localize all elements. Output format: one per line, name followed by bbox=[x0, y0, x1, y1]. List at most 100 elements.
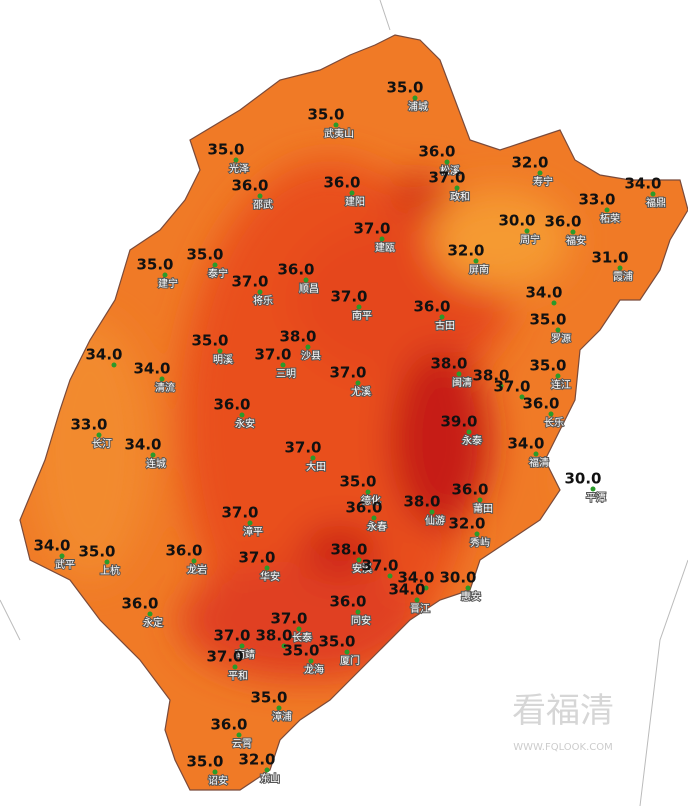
station-value: 36.0 bbox=[418, 143, 455, 161]
station-dot bbox=[548, 411, 554, 417]
station-dot bbox=[590, 486, 596, 492]
station-value: 36.0 bbox=[329, 593, 366, 611]
station-value: 36.0 bbox=[213, 396, 250, 414]
station-value: 36.0 bbox=[522, 395, 559, 413]
station-value: 36.0 bbox=[413, 298, 450, 316]
station-dot bbox=[473, 258, 479, 264]
station-name: 松溪 bbox=[440, 164, 460, 177]
station-dot bbox=[296, 626, 302, 632]
station-value: 36.0 bbox=[323, 174, 360, 192]
station-dot bbox=[387, 573, 393, 579]
station-value: 35.0 bbox=[529, 311, 566, 329]
station-dot bbox=[257, 193, 263, 199]
station-dot bbox=[264, 767, 270, 773]
stations: 浦城 35.0 武夷山 35.0 松溪 36.0 政和 37.0 寿宁 32.0 柘荣 33.0 福鼎 3… bbox=[33, 79, 667, 789]
station-value: 35.0 bbox=[307, 106, 344, 124]
station-value: 34.0 bbox=[397, 569, 434, 587]
station-dot bbox=[59, 553, 65, 559]
station-name: 泰宁 bbox=[208, 267, 228, 280]
station-dot bbox=[519, 394, 525, 400]
station-value: 38.0 bbox=[430, 355, 467, 373]
station-name: 惠安 bbox=[461, 590, 481, 603]
station-name: 上杭 bbox=[100, 564, 120, 577]
station-dot bbox=[212, 769, 218, 775]
station-dot bbox=[217, 348, 223, 354]
station-name: 寿宁 bbox=[533, 175, 553, 188]
station-value: 37.0 bbox=[270, 610, 307, 628]
station-dot bbox=[147, 611, 153, 617]
station-name: 永泰 bbox=[462, 434, 482, 447]
station-value: 32.0 bbox=[238, 751, 275, 769]
station-dot bbox=[414, 597, 420, 603]
station-value: 35.0 bbox=[250, 689, 287, 707]
station-name: 清流 bbox=[155, 381, 175, 394]
station-name: 沙县 bbox=[301, 350, 321, 362]
station-dot bbox=[111, 362, 117, 368]
station-name: 光泽 bbox=[229, 162, 249, 175]
station-name: 永春 bbox=[367, 520, 387, 533]
station-dot bbox=[465, 585, 471, 591]
station-value: 32.0 bbox=[511, 154, 548, 172]
station-name: 邵武 bbox=[253, 198, 273, 211]
station-value: 36.0 bbox=[277, 261, 314, 279]
station-name: 南靖 bbox=[235, 648, 255, 661]
station-name: 武平 bbox=[55, 558, 75, 571]
station-name: 尤溪 bbox=[351, 385, 371, 398]
station-name: 长泰 bbox=[292, 631, 312, 644]
station-value: 37.0 bbox=[329, 364, 366, 382]
station-dot bbox=[96, 432, 102, 438]
station-value: 35.0 bbox=[186, 753, 223, 771]
station-name: 晋江 bbox=[410, 603, 430, 615]
watermark-url: WWW.FQLOOK.COM bbox=[513, 742, 613, 753]
station-value: 34.0 bbox=[624, 175, 661, 193]
station-value: 30.0 bbox=[439, 569, 476, 587]
station-name: 福清 bbox=[529, 456, 549, 469]
station-value: 37.0 bbox=[428, 169, 465, 187]
station-value: 34.0 bbox=[33, 537, 70, 555]
station-dot bbox=[355, 380, 361, 386]
station-name: 浦城 bbox=[408, 100, 428, 113]
station-dot bbox=[555, 373, 561, 379]
station-name: 长乐 bbox=[544, 417, 564, 429]
station-value: 37.0 bbox=[493, 378, 530, 396]
station-name: 明溪 bbox=[213, 354, 233, 366]
station-value: 34.0 bbox=[85, 346, 122, 364]
station-name: 安溪 bbox=[352, 562, 372, 575]
station-dot bbox=[239, 412, 245, 418]
station-dot bbox=[150, 452, 156, 458]
station-name: 大田 bbox=[306, 460, 326, 473]
station-name: 漳浦 bbox=[272, 710, 292, 723]
station-dot bbox=[247, 520, 253, 526]
station-value: 35.0 bbox=[318, 633, 355, 651]
station-value: 39.0 bbox=[440, 413, 477, 431]
station-value: 35.0 bbox=[386, 79, 423, 97]
station-dot bbox=[412, 95, 418, 101]
station-dot bbox=[356, 304, 362, 310]
station-name: 龙岩 bbox=[187, 563, 207, 576]
station-dot bbox=[650, 191, 656, 197]
station-dot bbox=[191, 558, 197, 564]
station-value: 37.0 bbox=[231, 273, 268, 291]
station-value: 37.0 bbox=[238, 549, 275, 567]
station-value: 37.0 bbox=[206, 648, 243, 666]
station-dot bbox=[239, 643, 245, 649]
station-dot bbox=[555, 327, 561, 333]
station-dot bbox=[303, 277, 309, 283]
station-value: 35.0 bbox=[529, 357, 566, 375]
station-name: 华安 bbox=[260, 570, 280, 583]
station-name: 诏安 bbox=[208, 774, 228, 787]
station-dot bbox=[333, 122, 339, 128]
station-name: 屏南 bbox=[469, 263, 489, 276]
station-value: 31.0 bbox=[591, 249, 628, 267]
station-dot bbox=[212, 262, 218, 268]
station-name: 古田 bbox=[435, 319, 455, 332]
station-dot bbox=[232, 664, 238, 670]
station-dot bbox=[233, 157, 239, 163]
station-name: 柘荣 bbox=[600, 212, 620, 225]
station-name: 周宁 bbox=[520, 233, 540, 246]
station-value: 36.0 bbox=[345, 499, 382, 517]
station-dot bbox=[310, 455, 316, 461]
station-name: 将乐 bbox=[253, 295, 273, 307]
station-dot bbox=[355, 609, 361, 615]
station-dot bbox=[444, 159, 450, 165]
